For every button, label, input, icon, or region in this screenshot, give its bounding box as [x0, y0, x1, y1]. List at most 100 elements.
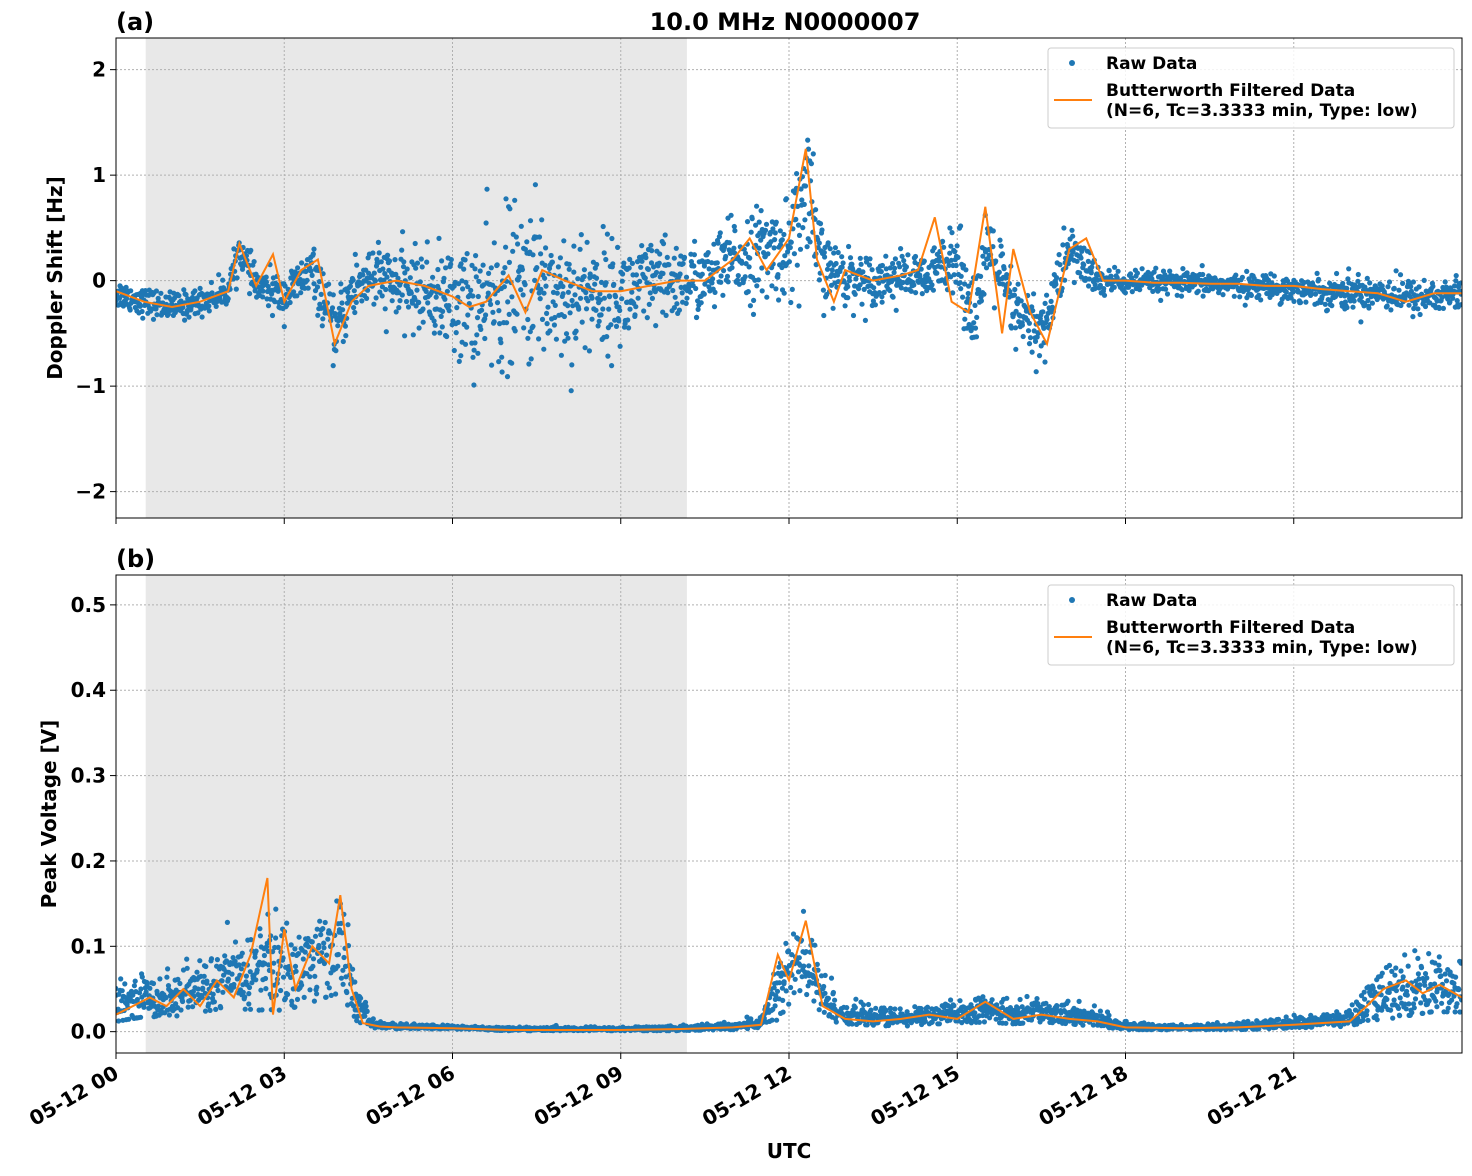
raw-data-point [665, 290, 670, 295]
raw-data-point [550, 260, 555, 265]
raw-data-point [1077, 999, 1082, 1004]
raw-data-point [478, 327, 483, 332]
raw-data-point [182, 318, 187, 323]
raw-data-point [615, 245, 620, 250]
raw-data-point [648, 290, 653, 295]
raw-data-point [503, 245, 508, 250]
raw-data-point [1256, 293, 1261, 298]
raw-data-point [974, 315, 979, 320]
raw-data-point [298, 290, 303, 295]
raw-data-point [732, 228, 737, 233]
raw-data-point [702, 292, 707, 297]
raw-data-point [383, 287, 388, 292]
raw-data-point [167, 1012, 172, 1017]
raw-data-point [978, 274, 983, 279]
raw-data-point [681, 261, 686, 266]
raw-data-point [339, 300, 344, 305]
raw-data-point [197, 958, 202, 963]
raw-data-point [747, 256, 752, 261]
raw-data-point [1070, 234, 1075, 239]
raw-data-point [468, 288, 473, 293]
raw-data-point [536, 336, 541, 341]
raw-data-point [446, 303, 451, 308]
raw-data-point [952, 249, 957, 254]
raw-data-point [957, 998, 962, 1003]
raw-data-point [306, 286, 311, 291]
raw-data-point [772, 245, 777, 250]
raw-data-point [646, 267, 651, 272]
raw-data-point [731, 246, 736, 251]
raw-data-point [567, 262, 572, 267]
raw-data-point [694, 315, 699, 320]
raw-data-point [1396, 288, 1401, 293]
raw-data-point [790, 287, 795, 292]
raw-data-point [246, 991, 251, 996]
raw-data-point [262, 953, 267, 958]
raw-data-point [603, 257, 608, 262]
raw-data-point [308, 268, 313, 273]
raw-data-point [1418, 312, 1423, 317]
raw-data-point [867, 262, 872, 267]
raw-data-point [565, 303, 570, 308]
raw-data-point [736, 273, 741, 278]
raw-data-point [408, 275, 413, 280]
raw-data-point [1398, 272, 1403, 277]
raw-data-point [684, 275, 689, 280]
raw-data-point [1054, 275, 1059, 280]
raw-data-point [832, 998, 837, 1003]
raw-data-point [626, 325, 631, 330]
raw-data-point [354, 300, 359, 305]
raw-data-point [482, 336, 487, 341]
raw-data-point [239, 966, 244, 971]
raw-data-point [430, 275, 435, 280]
raw-data-point [958, 286, 963, 291]
raw-data-point [345, 289, 350, 294]
raw-data-point [789, 240, 794, 245]
raw-data-point [552, 322, 557, 327]
raw-data-point [931, 288, 936, 293]
raw-data-point [510, 249, 515, 254]
raw-data-point [358, 996, 363, 1001]
raw-data-point [413, 241, 418, 246]
raw-data-point [359, 298, 364, 303]
raw-data-point [353, 252, 358, 257]
raw-data-point [899, 285, 904, 290]
raw-data-point [414, 288, 419, 293]
raw-data-point [621, 261, 626, 266]
raw-data-point [892, 1006, 897, 1011]
raw-data-point [215, 988, 220, 993]
raw-data-point [795, 263, 800, 268]
raw-data-point [305, 278, 310, 283]
raw-data-point [981, 292, 986, 297]
raw-data-point [122, 981, 127, 986]
raw-data-point [660, 271, 665, 276]
raw-data-point [521, 292, 526, 297]
raw-data-point [853, 292, 858, 297]
raw-data-point [647, 302, 652, 307]
raw-data-point [574, 329, 579, 334]
raw-data-point [209, 956, 214, 961]
raw-data-point [203, 964, 208, 969]
raw-data-point [831, 250, 836, 255]
raw-data-point [360, 272, 365, 277]
raw-data-point [1049, 299, 1054, 304]
raw-data-point [572, 292, 577, 297]
raw-data-point [352, 979, 357, 984]
raw-data-point [525, 336, 530, 341]
raw-data-point [1078, 255, 1083, 260]
raw-data-point [554, 337, 559, 342]
raw-data-point [1422, 278, 1427, 283]
raw-data-point [977, 1020, 982, 1025]
raw-data-point [618, 344, 623, 349]
raw-data-point [543, 263, 548, 268]
raw-data-point [1004, 272, 1009, 277]
raw-data-point [1408, 284, 1413, 289]
raw-data-point [638, 265, 643, 270]
raw-data-point [1346, 266, 1351, 271]
raw-data-point [1057, 262, 1062, 267]
raw-data-point [470, 293, 475, 298]
raw-data-point [405, 266, 410, 271]
raw-data-point [1232, 294, 1237, 299]
raw-data-point [1180, 266, 1185, 271]
